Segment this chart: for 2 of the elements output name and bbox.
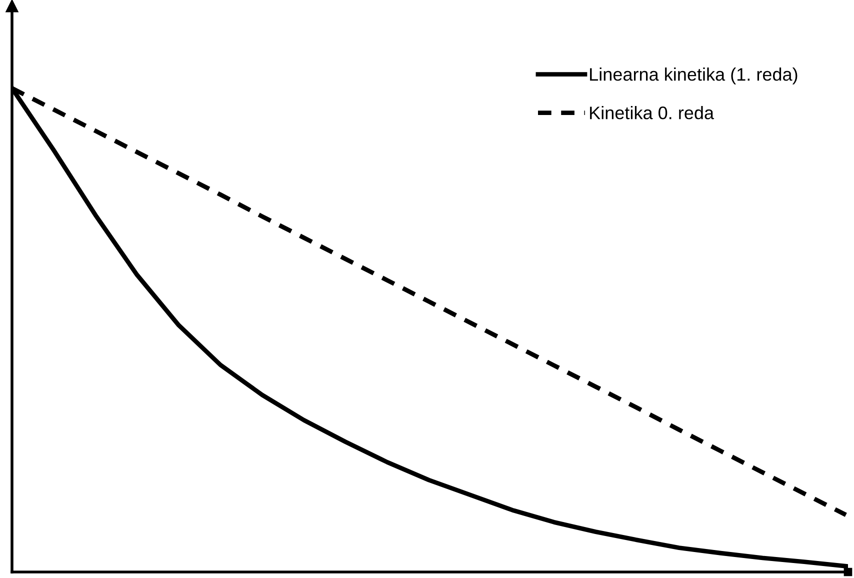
legend-label: Linearna kinetika (1. reda) (590, 68, 798, 84)
legend-label: Kinetika 0. reda (590, 106, 714, 120)
